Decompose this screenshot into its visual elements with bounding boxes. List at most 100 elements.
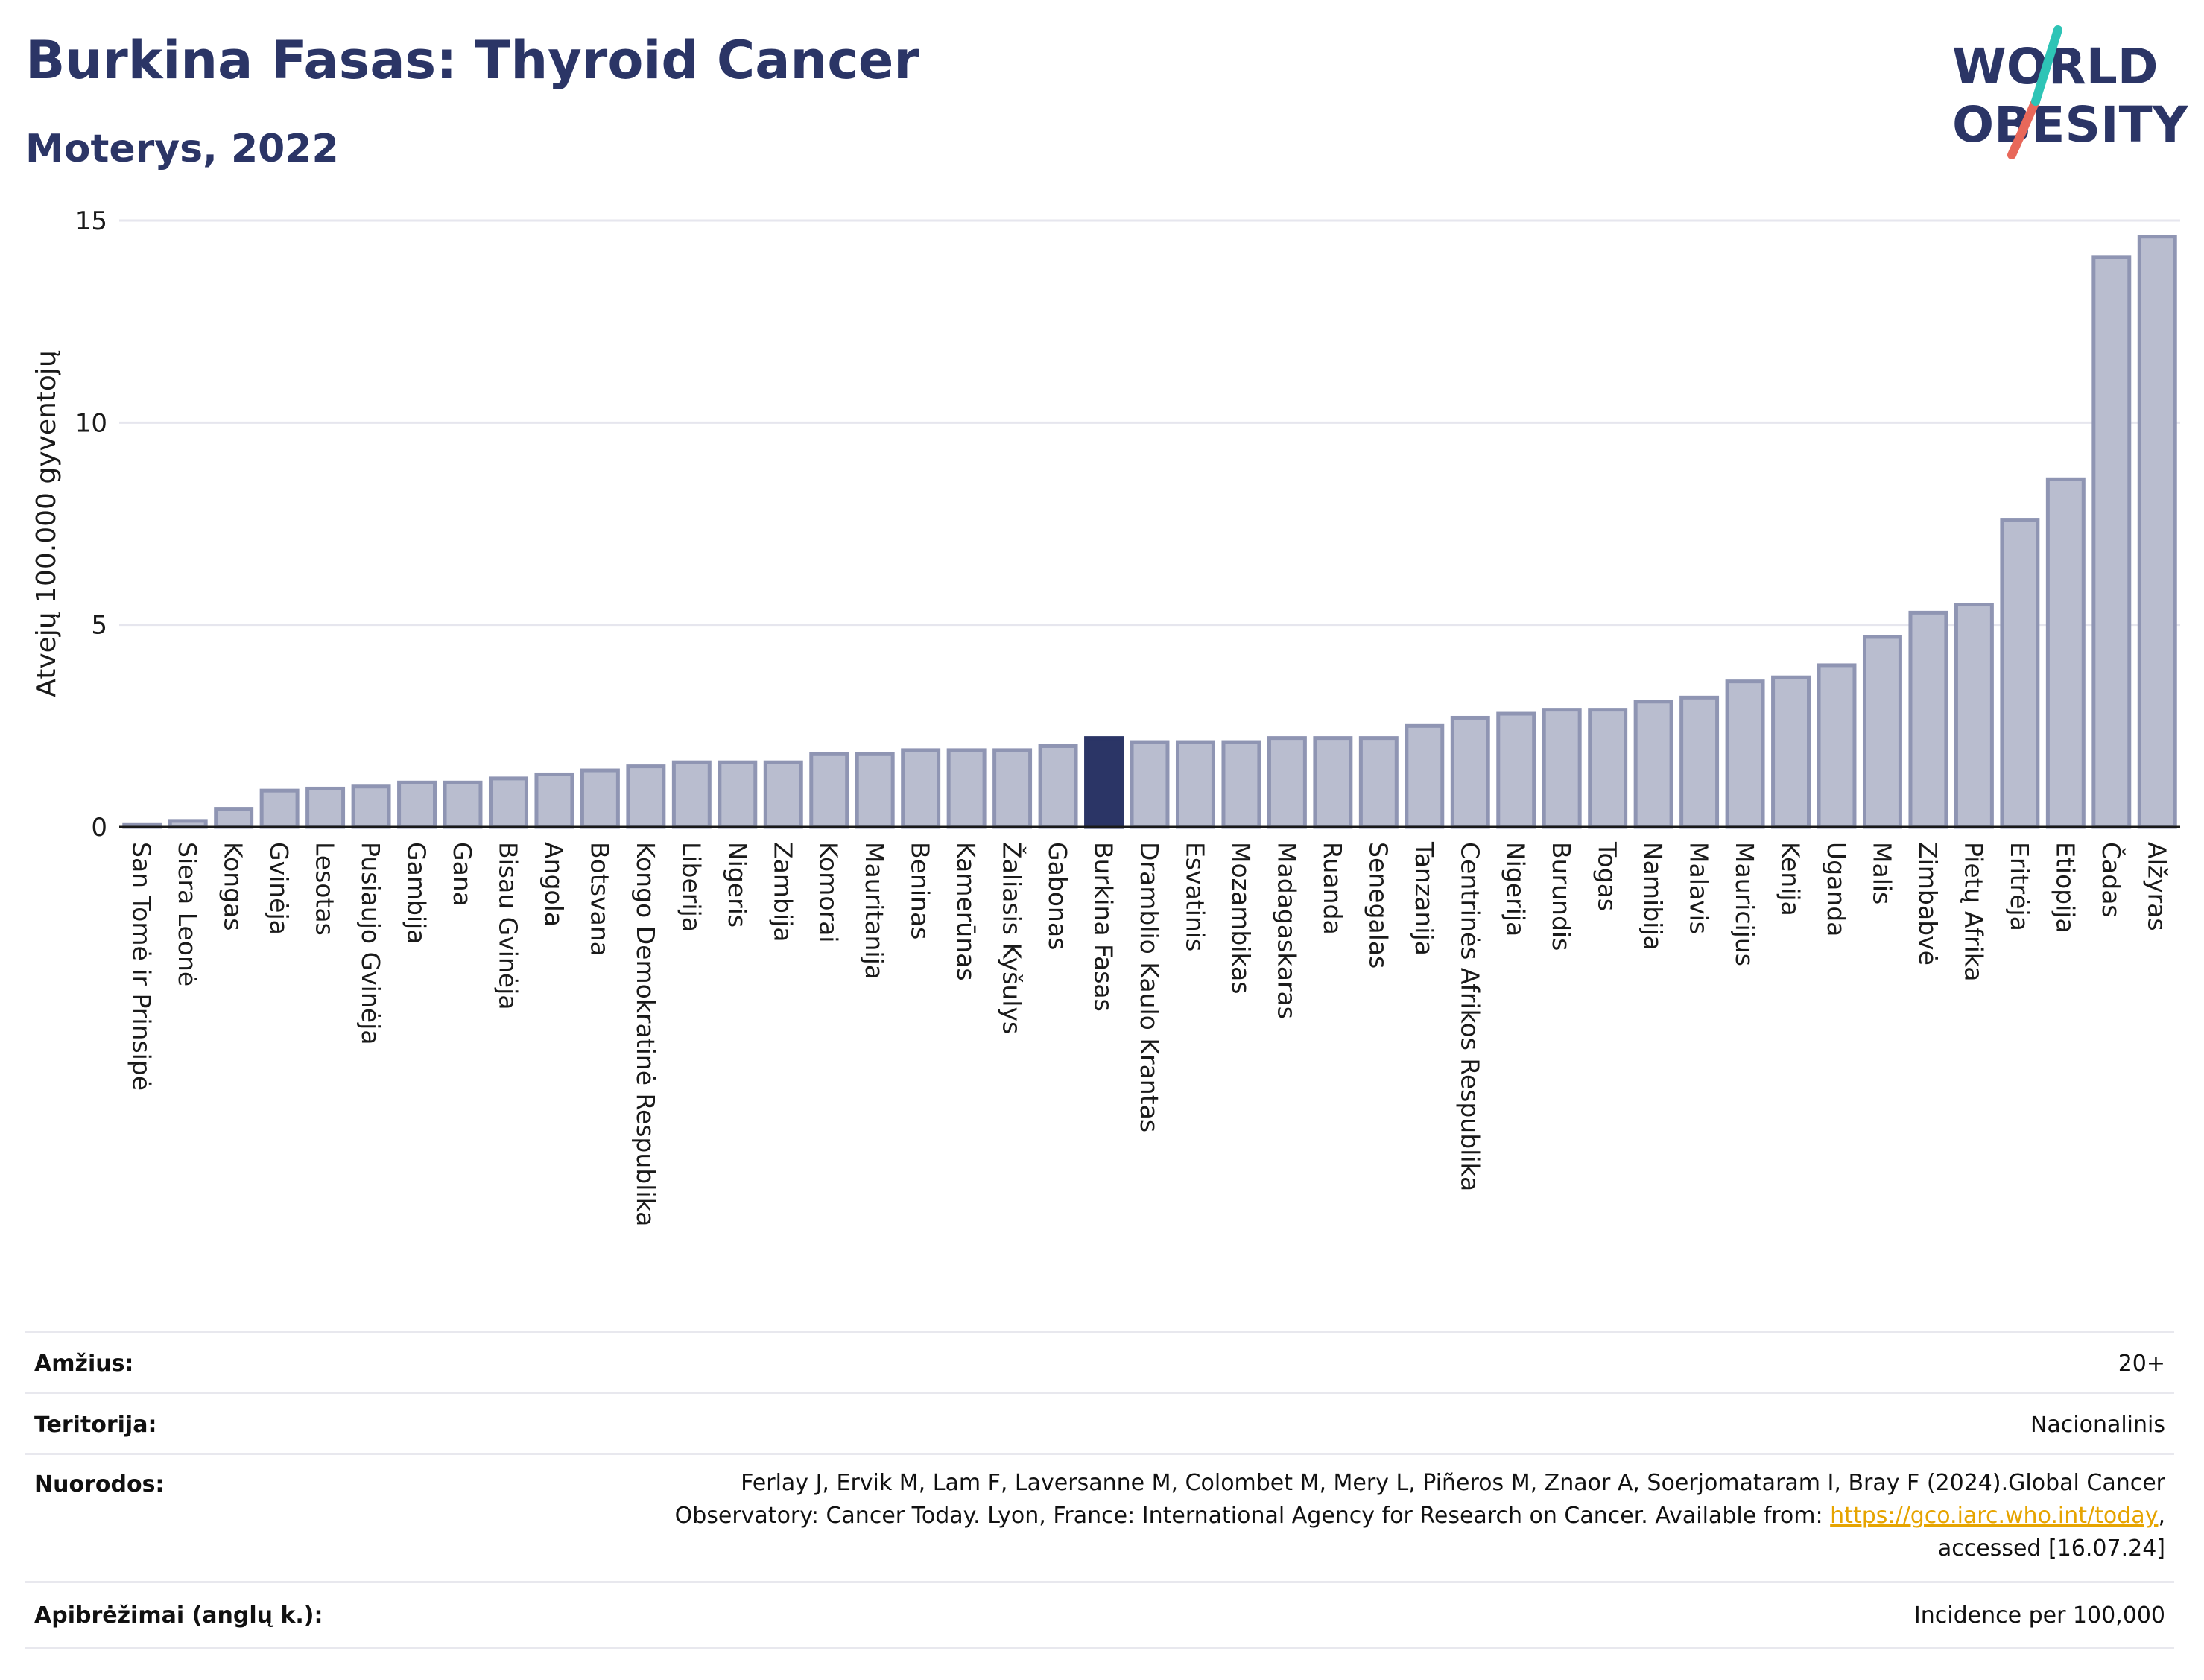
bar[interactable] — [443, 780, 483, 829]
territory-value: Nacionalinis — [2030, 1412, 2165, 1438]
bar[interactable] — [2000, 518, 2040, 829]
x-tick-label: Liberija — [677, 842, 706, 932]
x-tick-labels: San Tomė ir Prinsipė Siera Leonė Kongas Gvi… — [127, 841, 2172, 1226]
bar[interactable] — [763, 760, 803, 829]
x-tick-label: Namibija — [1638, 842, 1668, 951]
info-row-definitions: Apibrėžimai (anglų k.): Incidence per 10… — [25, 1581, 2174, 1649]
age-value: 20+ — [2118, 1351, 2165, 1377]
bar[interactable] — [1358, 736, 1399, 829]
x-tick-label: Esvatinis — [1180, 842, 1209, 951]
x-tick-label: Tanzanija — [1410, 841, 1439, 956]
x-tick-label: Pietų Afrika — [1959, 842, 1988, 982]
x-tick-label: Malis — [1867, 842, 1896, 904]
y-tick-label: 10 — [75, 408, 107, 438]
bar[interactable] — [1084, 736, 1124, 829]
x-tick-label: Gvinėja — [265, 842, 294, 935]
bar[interactable] — [718, 760, 758, 829]
bar[interactable] — [1725, 679, 1765, 829]
bar[interactable] — [580, 768, 620, 829]
bar[interactable] — [1679, 695, 1720, 829]
bar[interactable] — [1633, 700, 1673, 829]
bar[interactable] — [1817, 663, 1857, 829]
logo-line2: OBESITY — [1952, 96, 2189, 153]
bar[interactable] — [1450, 715, 1490, 829]
bar[interactable] — [1313, 736, 1353, 829]
bar[interactable] — [488, 776, 528, 829]
bar[interactable] — [1542, 708, 1582, 829]
bar[interactable] — [1130, 740, 1170, 829]
x-tick-label: Kongas — [219, 842, 248, 931]
bar[interactable] — [809, 752, 849, 829]
bar[interactable] — [1954, 603, 1994, 829]
territory-label: Teritorija: — [34, 1412, 157, 1438]
definitions-value: Incidence per 100,000 — [1913, 1603, 2165, 1629]
x-tick-label: Burkina Fasas — [1089, 842, 1118, 1012]
bar[interactable] — [1405, 723, 1445, 829]
bar[interactable] — [1221, 740, 1261, 829]
x-tick-label: Dramblio Kaulo Krantas — [1135, 842, 1164, 1132]
y-tick-labels: 0 5 10 15 — [75, 206, 107, 843]
references-value: Ferlay J, Ervik M, Lam F, Laversanne M, … — [675, 1467, 2165, 1565]
x-tick-label: Burundis — [1547, 842, 1576, 951]
x-tick-label: Botsvana — [585, 842, 614, 957]
bar[interactable] — [1588, 708, 1628, 829]
x-tick-label: Nigerija — [1501, 842, 1530, 936]
x-tick-label: Čadas — [2097, 842, 2127, 918]
x-tick-label: Etiopija — [2051, 842, 2080, 933]
bar[interactable] — [626, 764, 666, 829]
references-label: Nuorodos: — [34, 1471, 165, 1497]
bar[interactable] — [2091, 255, 2132, 829]
references-line2-text: Observatory: Cancer Today. Lyon, France:… — [674, 1503, 1831, 1529]
x-tick-label: Eritrėja — [2005, 842, 2034, 931]
bar[interactable] — [351, 784, 391, 829]
bar[interactable] — [2137, 235, 2177, 829]
x-tick-label: Uganda — [1822, 842, 1851, 936]
x-tick-label: Lesotas — [311, 842, 340, 936]
bar[interactable] — [259, 788, 300, 829]
x-tick-label: Gambija — [402, 842, 431, 944]
x-tick-label: San Tomė ir Prinsipė — [127, 842, 156, 1091]
bar[interactable] — [1908, 610, 1948, 829]
references-line2: Observatory: Cancer Today. Lyon, France:… — [675, 1500, 2165, 1532]
bar[interactable] — [1496, 711, 1536, 829]
logo-slash-teal — [2031, 25, 2062, 106]
x-tick-label: Mozambikas — [1226, 842, 1255, 994]
x-tick-label: Kamerūnas — [951, 842, 981, 981]
x-tick-label: Madagaskaras — [1272, 842, 1301, 1019]
x-tick-label: Nigeris — [723, 842, 752, 928]
references-line3: accessed [16.07.24] — [1937, 1535, 2165, 1562]
x-tick-label: Ruanda — [1318, 842, 1347, 935]
x-tick-label: Centrinės Afrikos Respublika — [1455, 842, 1484, 1191]
x-tick-label: Mauritanija — [860, 842, 889, 980]
bar[interactable] — [1862, 635, 1902, 829]
x-tick-label: Alžyras — [2142, 842, 2171, 931]
bar[interactable] — [1771, 675, 1811, 829]
bar[interactable] — [1175, 740, 1215, 829]
info-row-territory: Teritorija: Nacionalinis — [25, 1392, 2174, 1455]
bar[interactable] — [305, 786, 346, 829]
bar[interactable] — [671, 760, 712, 829]
bar[interactable] — [2045, 477, 2086, 829]
bar[interactable] — [992, 748, 1033, 829]
x-tick-label: Mauricijus — [1730, 842, 1759, 966]
references-link[interactable]: https://gco.iarc.who.int/today — [1830, 1503, 2159, 1529]
bar[interactable] — [1038, 744, 1078, 829]
references-line1: Ferlay J, Ervik M, Lam F, Laversanne M, … — [741, 1470, 2165, 1496]
y-tick-label: 15 — [75, 206, 107, 236]
bar[interactable] — [946, 748, 987, 829]
x-tick-label: Gabonas — [1043, 842, 1072, 950]
age-label: Amžius: — [34, 1351, 134, 1377]
references-line2-end: , — [2158, 1503, 2165, 1529]
y-tick-label: 5 — [91, 611, 107, 641]
y-axis-label: Atvejų 100.000 gyventojų — [31, 350, 62, 697]
chart-title: Burkina Fasas: Thyroid Cancer — [25, 30, 919, 91]
bar[interactable] — [1267, 736, 1307, 829]
bar[interactable] — [214, 807, 254, 829]
bar[interactable] — [901, 748, 941, 829]
x-tick-label: Senegalas — [1364, 842, 1393, 969]
bar[interactable] — [855, 752, 895, 829]
bars — [122, 235, 2177, 829]
bar[interactable] — [397, 780, 437, 829]
x-tick-label: Komorai — [814, 842, 843, 942]
bar[interactable] — [534, 772, 574, 829]
